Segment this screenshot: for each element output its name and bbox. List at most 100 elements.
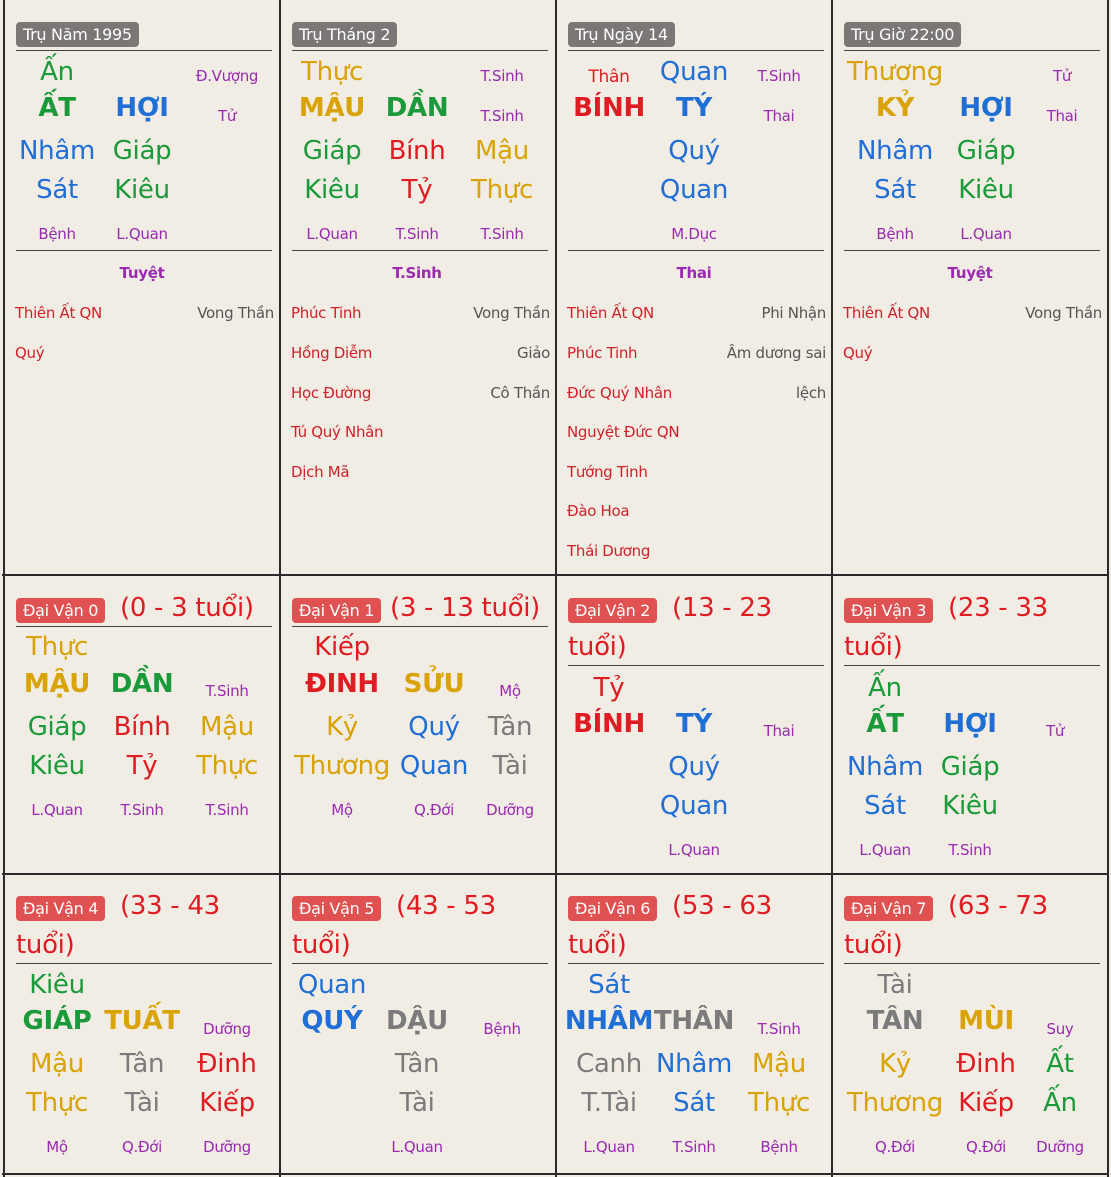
dai-van-age-range-cont: tuổi) bbox=[568, 632, 627, 662]
grid-column-divider bbox=[555, 0, 557, 1177]
dai-van-char: Thực bbox=[26, 631, 88, 662]
dai-van-char: ĐINH bbox=[305, 668, 379, 699]
pillar-char: L.Quan bbox=[960, 224, 1012, 243]
dai-van-char: Bệnh bbox=[483, 1019, 521, 1038]
dai-van-char: Kỷ bbox=[326, 711, 358, 742]
pillar-char: Kiêu bbox=[958, 174, 1014, 205]
pillar-char: T.Sinh bbox=[480, 224, 524, 243]
dai-van-char: Quan bbox=[399, 750, 469, 781]
dai-van-char: Dưỡng bbox=[203, 1019, 251, 1038]
dai-van-char: L.Quan bbox=[668, 840, 720, 859]
dai-van-char: Ất bbox=[1046, 1048, 1074, 1079]
pillar-stars-divider bbox=[16, 250, 272, 251]
dai-van-char: L.Quan bbox=[583, 1137, 635, 1156]
pillar-char: Kiêu bbox=[304, 174, 360, 205]
pillar-char: Tuyệt bbox=[947, 263, 993, 282]
dai-van-char: Quan bbox=[297, 969, 367, 1000]
pillar-char: Thực bbox=[471, 174, 533, 205]
dai-van-char: Thực bbox=[748, 1087, 810, 1118]
dai-van-char: Ấn bbox=[868, 672, 902, 703]
pillar-char: Thân bbox=[588, 66, 630, 87]
dai-van-title-badge: Đại Vận 6 bbox=[568, 896, 658, 921]
dai-van-char: Tỷ bbox=[126, 750, 158, 781]
dai-van-char: L.Quan bbox=[31, 800, 83, 819]
pillar-char: Nhâm bbox=[857, 135, 933, 166]
pillar-char: T.Sinh bbox=[392, 263, 442, 282]
pillar-char: Tử bbox=[1052, 66, 1072, 85]
dai-van-title-badge: Đại Vận 5 bbox=[292, 896, 382, 921]
pillar-char: Thai bbox=[676, 263, 712, 282]
dai-van-char: Nhâm bbox=[847, 751, 923, 782]
pillar-char: Quan bbox=[659, 174, 729, 205]
pillar-char: L.Quan bbox=[306, 224, 358, 243]
dai-van-title-badge: Đại Vận 0 bbox=[16, 598, 106, 623]
dai-van-char: Thương bbox=[294, 750, 390, 781]
pillar-char: Tuyệt bbox=[119, 263, 165, 282]
dai-van-title-badge: Đại Vận 4 bbox=[16, 896, 106, 921]
dai-van-char: MẬU bbox=[23, 668, 91, 699]
dai-van-title-underline bbox=[292, 963, 548, 964]
dai-van-char: SỬU bbox=[403, 668, 465, 699]
pillar-star: Thái Dương bbox=[567, 542, 651, 560]
pillar-star: lệch bbox=[796, 384, 826, 402]
dai-van-char: Thai bbox=[763, 721, 795, 740]
dai-van-char: T.Sinh bbox=[205, 681, 249, 700]
dai-van-age-range: (43 - 53 bbox=[396, 891, 496, 921]
pillar-stars-divider bbox=[292, 250, 548, 251]
pillar-char: Kiêu bbox=[114, 174, 170, 205]
pillar-char: BÍNH bbox=[573, 92, 645, 123]
pillar-star: Thiên Ất QN bbox=[15, 304, 102, 322]
pillar-char: MẬU bbox=[298, 92, 366, 123]
pillar-char: Bệnh bbox=[38, 224, 76, 243]
dai-van-char: Sát bbox=[673, 1087, 715, 1118]
dai-van-char: Đinh bbox=[956, 1048, 1016, 1079]
dai-van-char: Dưỡng bbox=[203, 1137, 251, 1156]
pillar-star: Hồng Diễm bbox=[291, 344, 373, 362]
dai-van-char: Tân bbox=[119, 1048, 165, 1079]
dai-van-title-underline bbox=[568, 665, 824, 666]
pillar-star: Âm dương sai bbox=[726, 344, 827, 362]
pillar-star: Thiên Ất QN bbox=[567, 304, 654, 322]
dai-van-char: GIÁP bbox=[22, 1005, 92, 1036]
pillar-char: T.Sinh bbox=[757, 66, 801, 85]
dai-van-char: Sát bbox=[588, 969, 630, 1000]
pillar-star: Phúc Tinh bbox=[291, 304, 362, 322]
dai-van-char: Kiêu bbox=[29, 750, 85, 781]
pillar-char: T.Sinh bbox=[395, 224, 439, 243]
pillar-star: Tú Quý Nhân bbox=[291, 423, 384, 441]
dai-van-title-underline bbox=[844, 963, 1100, 964]
dai-van-char: Sát bbox=[864, 790, 906, 821]
pillar-star: Vong Thần bbox=[473, 304, 550, 322]
pillar-char: DẦN bbox=[385, 92, 449, 123]
dai-van-char: Tài bbox=[124, 1087, 160, 1118]
dai-van-char: Tân bbox=[394, 1048, 440, 1079]
pillar-stars-divider bbox=[844, 250, 1100, 251]
pillar-char: Giáp bbox=[302, 135, 362, 166]
pillar-char: Bính bbox=[388, 135, 446, 166]
dai-van-title-badge: Đại Vận 1 bbox=[292, 598, 382, 623]
pillar-char: HỢI bbox=[115, 92, 169, 123]
pillar-title-underline bbox=[568, 50, 824, 51]
dai-van-title-underline bbox=[844, 665, 1100, 666]
dai-van-age-range: (0 - 3 tuổi) bbox=[120, 593, 254, 623]
dai-van-char: Thực bbox=[26, 1087, 88, 1118]
dai-van-char: L.Quan bbox=[391, 1137, 443, 1156]
pillar-char: HỢI bbox=[959, 92, 1013, 123]
dai-van-char: DẦN bbox=[110, 668, 174, 699]
pillar-char: ẤT bbox=[38, 92, 76, 123]
dai-van-char: Thương bbox=[847, 1087, 943, 1118]
dai-van-char: Tử bbox=[1045, 721, 1065, 740]
pillar-star: Vong Thần bbox=[197, 304, 274, 322]
pillar-char: Sát bbox=[874, 174, 916, 205]
dai-van-char: Giáp bbox=[27, 711, 87, 742]
dai-van-char: Tài bbox=[492, 750, 528, 781]
dai-van-char: Tài bbox=[399, 1087, 435, 1118]
pillar-stars-divider bbox=[568, 250, 824, 251]
dai-van-char: T.Sinh bbox=[948, 840, 992, 859]
dai-van-title-underline bbox=[568, 963, 824, 964]
dai-van-char: Canh bbox=[576, 1048, 642, 1079]
dai-van-char: Thực bbox=[196, 750, 258, 781]
pillar-star: Đức Quý Nhân bbox=[567, 384, 672, 402]
pillar-title-badge: Trụ Ngày 14 bbox=[568, 22, 675, 47]
dai-van-age-range: (33 - 43 bbox=[120, 891, 220, 921]
